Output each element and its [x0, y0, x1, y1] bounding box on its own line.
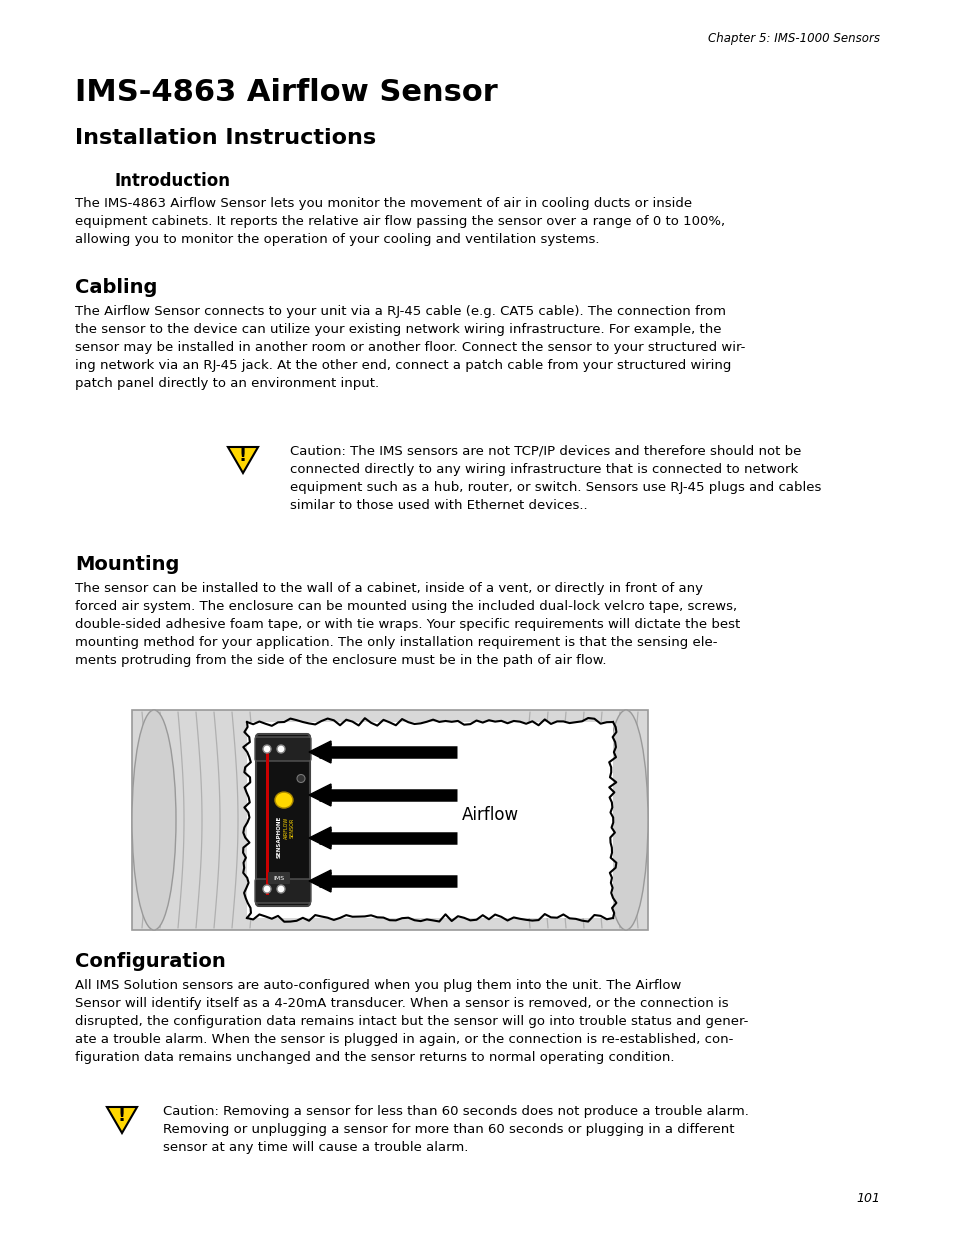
Bar	[266, 745, 269, 895]
Text: IMS: IMS	[274, 876, 284, 881]
Bar	[132, 710, 647, 930]
Circle shape	[296, 774, 305, 783]
Text: !: !	[238, 447, 247, 466]
FancyBboxPatch shape	[268, 872, 290, 884]
Ellipse shape	[603, 710, 647, 930]
Polygon shape	[107, 1107, 137, 1132]
Text: SENSAPHONE: SENSAPHONE	[276, 815, 281, 858]
Ellipse shape	[274, 792, 293, 808]
Text: Installation Instructions: Installation Instructions	[75, 128, 375, 148]
Ellipse shape	[132, 710, 175, 930]
Text: Caution: Removing a sensor for less than 60 seconds does not produce a trouble a: Caution: Removing a sensor for less than…	[163, 1105, 748, 1153]
FancyBboxPatch shape	[254, 879, 311, 903]
Circle shape	[263, 885, 271, 893]
Text: 101: 101	[855, 1192, 879, 1205]
Polygon shape	[309, 741, 331, 763]
Text: All IMS Solution sensors are auto-configured when you plug them into the unit. T: All IMS Solution sensors are auto-config…	[75, 979, 747, 1065]
Polygon shape	[309, 869, 331, 892]
FancyBboxPatch shape	[254, 737, 311, 761]
Text: Introduction: Introduction	[115, 172, 231, 190]
Text: Chapter 5: IMS-1000 Sensors: Chapter 5: IMS-1000 Sensors	[707, 32, 879, 44]
Text: Mounting: Mounting	[75, 555, 179, 574]
Circle shape	[276, 885, 285, 893]
Polygon shape	[309, 827, 331, 848]
Text: Airflow: Airflow	[461, 806, 518, 824]
Text: AIRFLOW
SENSOR: AIRFLOW SENSOR	[283, 818, 294, 840]
Polygon shape	[228, 447, 258, 473]
Text: !: !	[118, 1107, 126, 1125]
Polygon shape	[309, 784, 331, 806]
Text: Cabling: Cabling	[75, 278, 157, 296]
Text: The IMS-4863 Airflow Sensor lets you monitor the movement of air in cooling duct: The IMS-4863 Airflow Sensor lets you mon…	[75, 198, 724, 246]
Text: Caution: The IMS sensors are not TCP/IP devices and therefore should not be
conn: Caution: The IMS sensors are not TCP/IP …	[290, 445, 821, 513]
Text: The Airflow Sensor connects to your unit via a RJ-45 cable (e.g. CAT5 cable). Th: The Airflow Sensor connects to your unit…	[75, 305, 744, 390]
Text: Configuration: Configuration	[75, 952, 226, 971]
FancyBboxPatch shape	[255, 734, 310, 906]
Text: The sensor can be installed to the wall of a cabinet, inside of a vent, or direc: The sensor can be installed to the wall …	[75, 582, 740, 667]
Text: IMS-4863 Airflow Sensor: IMS-4863 Airflow Sensor	[75, 78, 497, 107]
Circle shape	[263, 745, 271, 753]
Circle shape	[276, 745, 285, 753]
Bar	[247, 722, 613, 918]
